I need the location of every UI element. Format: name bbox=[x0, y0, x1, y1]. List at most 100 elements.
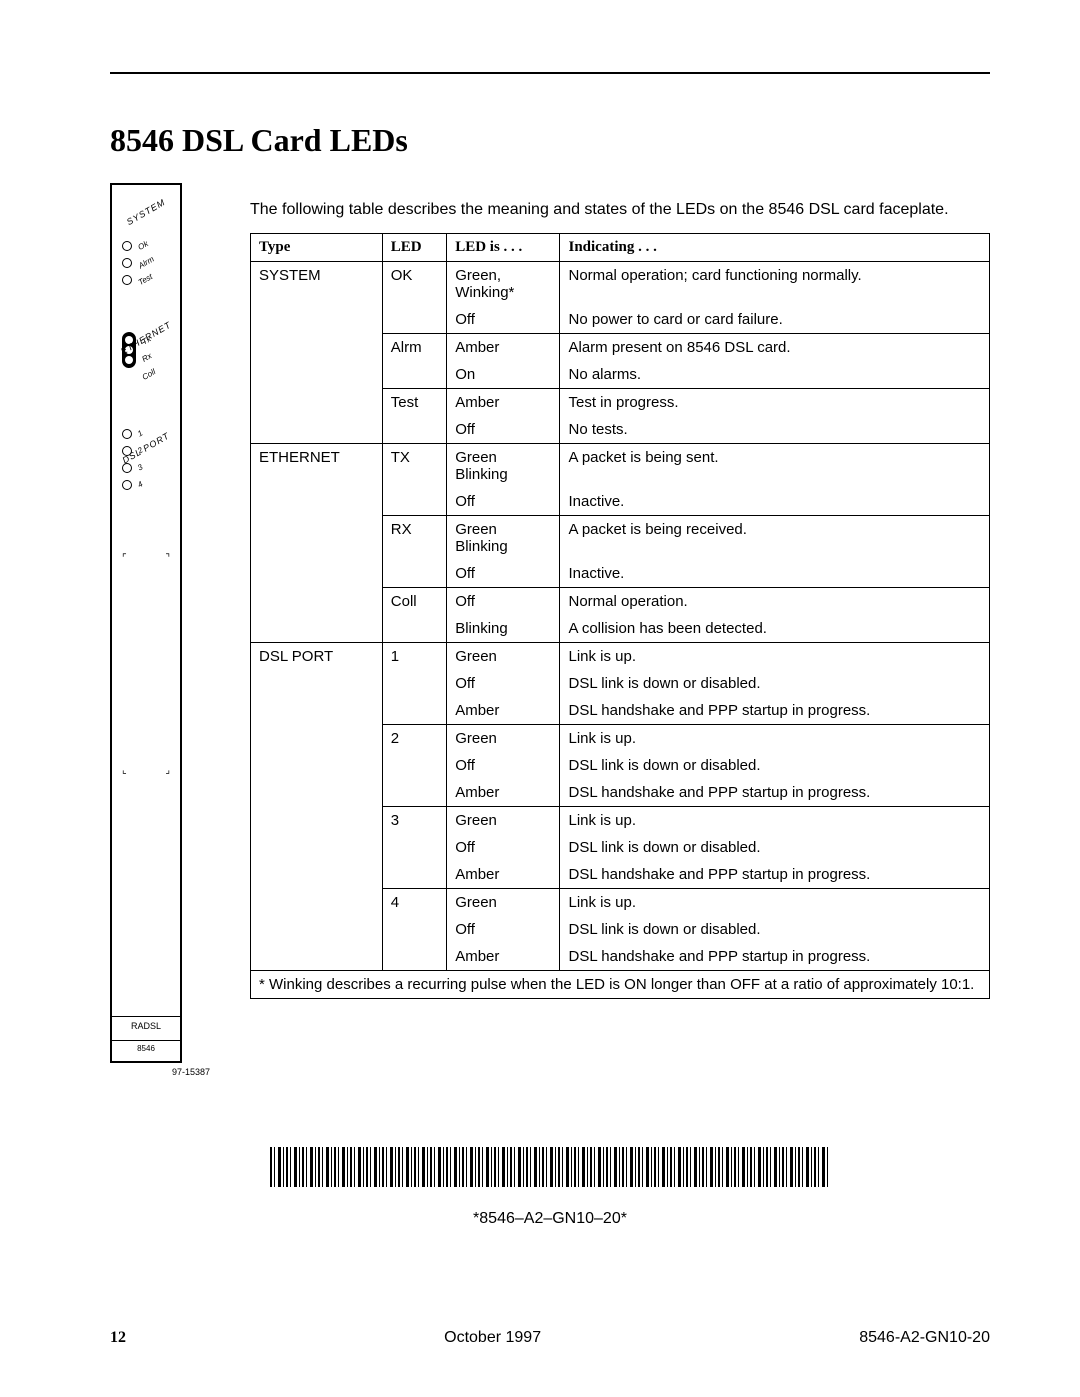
led-circle-icon bbox=[122, 275, 132, 285]
cell-indicating: DSL handshake and PPP startup in progres… bbox=[560, 697, 990, 725]
led-test-label: Test bbox=[137, 272, 154, 287]
bracket-corner-icon: ⌝ bbox=[165, 553, 170, 564]
cell-led: RX bbox=[382, 515, 446, 587]
led-circle-icon bbox=[122, 480, 132, 490]
cell-indicating: A packet is being sent. bbox=[560, 443, 990, 488]
led-rx-label: Rx bbox=[140, 351, 153, 364]
led-port4-row: 4 bbox=[112, 476, 180, 493]
cell-led: 4 bbox=[382, 888, 446, 970]
cell-state: Off bbox=[447, 670, 560, 697]
table-footnote: * Winking describes a recurring pulse wh… bbox=[251, 970, 990, 998]
table-row: SYSTEMOKGreen,Winking*Normal operation; … bbox=[251, 261, 990, 306]
cell-state: GreenBlinking bbox=[447, 443, 560, 488]
cell-state: Green bbox=[447, 806, 560, 834]
cell-indicating: DSL link is down or disabled. bbox=[560, 670, 990, 697]
cell-led: TX bbox=[382, 443, 446, 515]
col-indicating: Indicating . . . bbox=[560, 233, 990, 261]
cell-indicating: DSL link is down or disabled. bbox=[560, 916, 990, 943]
right-column: The following table describes the meanin… bbox=[250, 183, 990, 999]
footer-date: October 1997 bbox=[444, 1329, 541, 1347]
page-footer: 12 October 1997 8546-A2-GN10-20 bbox=[110, 1329, 990, 1347]
barcode-icon bbox=[270, 1147, 830, 1187]
cell-state: Blinking bbox=[447, 615, 560, 643]
cell-state: GreenBlinking bbox=[447, 515, 560, 560]
faceplate-diagram: SYSTEM Ok Alrm Test ETHERNET Tx Rx bbox=[110, 183, 182, 1063]
led-circle-icon bbox=[122, 241, 132, 251]
cell-state: Amber bbox=[447, 388, 560, 416]
cell-led: 2 bbox=[382, 724, 446, 806]
led-dot-icon bbox=[125, 356, 133, 364]
cell-indicating: Normal operation; card functioning norma… bbox=[560, 261, 990, 306]
cell-indicating: Test in progress. bbox=[560, 388, 990, 416]
cell-state: Amber bbox=[447, 333, 560, 361]
cell-indicating: No tests. bbox=[560, 416, 990, 444]
barcode-section: *8546–A2–GN10–20* bbox=[110, 1147, 990, 1228]
cell-state: Off bbox=[447, 416, 560, 444]
cell-indicating: Link is up. bbox=[560, 806, 990, 834]
cell-indicating: Alarm present on 8546 DSL card. bbox=[560, 333, 990, 361]
cell-indicating: Normal operation. bbox=[560, 587, 990, 615]
cell-state: Amber bbox=[447, 697, 560, 725]
cell-indicating: Inactive. bbox=[560, 560, 990, 588]
cell-state: Off bbox=[447, 560, 560, 588]
cell-state: Green bbox=[447, 642, 560, 670]
intro-paragraph: The following table describes the meanin… bbox=[250, 199, 990, 221]
led-port3-row: 3 bbox=[112, 459, 180, 476]
col-type: Type bbox=[251, 233, 383, 261]
cell-state: Amber bbox=[447, 861, 560, 889]
cell-type: DSL PORT bbox=[251, 642, 383, 970]
footer-doc: 8546-A2-GN10-20 bbox=[859, 1329, 990, 1347]
col-led: LED bbox=[382, 233, 446, 261]
led-alrm-label: Alrm bbox=[137, 254, 156, 270]
cell-indicating: Link is up. bbox=[560, 888, 990, 916]
table-row: DSL PORT1GreenLink is up. bbox=[251, 642, 990, 670]
led-ok-row: Ok bbox=[112, 237, 180, 254]
led-alrm-row: Alrm bbox=[112, 254, 180, 271]
cell-indicating: DSL link is down or disabled. bbox=[560, 834, 990, 861]
page-title: 8546 DSL Card LEDs bbox=[110, 122, 990, 159]
cell-indicating: DSL handshake and PPP startup in progres… bbox=[560, 779, 990, 807]
led-port1-label: 1 bbox=[136, 428, 144, 438]
cell-state: Off bbox=[447, 834, 560, 861]
led-circle-icon bbox=[122, 429, 132, 439]
page-number: 12 bbox=[110, 1329, 126, 1347]
bracket-corner-icon: ⌟ bbox=[165, 765, 170, 776]
content-row: SYSTEM Ok Alrm Test ETHERNET Tx Rx bbox=[110, 183, 990, 1077]
led-port4-label: 4 bbox=[136, 479, 144, 489]
cell-state: Off bbox=[447, 587, 560, 615]
cell-indicating: A packet is being received. bbox=[560, 515, 990, 560]
table-row: ETHERNETTXGreenBlinkingA packet is being… bbox=[251, 443, 990, 488]
cell-state: Green,Winking* bbox=[447, 261, 560, 306]
cell-type: SYSTEM bbox=[251, 261, 383, 443]
barcode-text: *8546–A2–GN10–20* bbox=[110, 1210, 990, 1228]
faceplate-column: SYSTEM Ok Alrm Test ETHERNET Tx Rx bbox=[110, 183, 210, 1077]
led-ok-label: Ok bbox=[136, 239, 149, 252]
cell-indicating: Link is up. bbox=[560, 642, 990, 670]
led-port3-label: 3 bbox=[136, 462, 144, 472]
cell-indicating: DSL handshake and PPP startup in progres… bbox=[560, 861, 990, 889]
cell-led: Alrm bbox=[382, 333, 446, 388]
model-label: 8546 bbox=[112, 1040, 180, 1053]
cell-indicating: No alarms. bbox=[560, 361, 990, 389]
cell-indicating: No power to card or card failure. bbox=[560, 306, 990, 334]
cell-state: Amber bbox=[447, 943, 560, 971]
cell-state: Green bbox=[447, 888, 560, 916]
radsl-label: RADSL bbox=[112, 1016, 180, 1031]
cell-state: Off bbox=[447, 752, 560, 779]
figure-reference: 97-15387 bbox=[110, 1067, 210, 1077]
cell-indicating: Link is up. bbox=[560, 724, 990, 752]
cell-indicating: Inactive. bbox=[560, 488, 990, 516]
bracket-corner-icon: ⌞ bbox=[122, 765, 127, 776]
cell-state: Off bbox=[447, 306, 560, 334]
led-coll-label: Coll bbox=[141, 367, 157, 382]
cell-state: Off bbox=[447, 916, 560, 943]
cell-indicating: DSL handshake and PPP startup in progres… bbox=[560, 943, 990, 971]
cell-type: ETHERNET bbox=[251, 443, 383, 642]
led-circle-icon bbox=[122, 258, 132, 268]
table-header-row: Type LED LED is . . . Indicating . . . bbox=[251, 233, 990, 261]
cell-led: Test bbox=[382, 388, 446, 443]
cell-led: Coll bbox=[382, 587, 446, 642]
cell-led: 1 bbox=[382, 642, 446, 724]
cell-state: Amber bbox=[447, 779, 560, 807]
cell-led: 3 bbox=[382, 806, 446, 888]
